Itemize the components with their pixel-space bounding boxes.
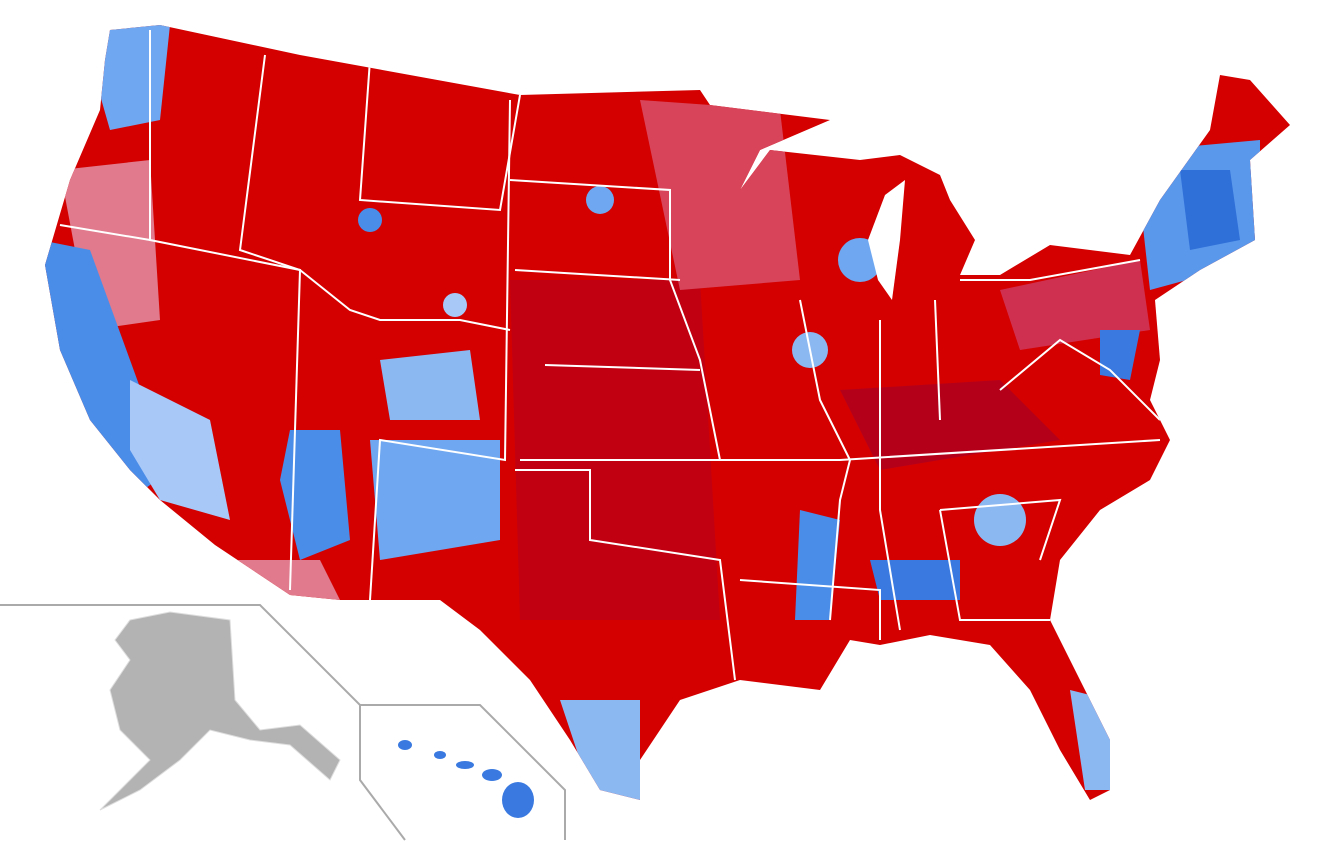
state-border <box>934 299 941 421</box>
carolina-blue <box>974 494 1026 546</box>
state-border <box>879 320 901 631</box>
pennsylvania-region <box>1000 260 1150 350</box>
state-border <box>939 498 1062 561</box>
hawaii-island <box>456 761 474 769</box>
state-border <box>799 299 852 621</box>
state-border <box>720 439 1161 461</box>
state-border <box>515 469 736 681</box>
california-inland <box>130 380 230 520</box>
maryland <box>1100 330 1140 380</box>
state-border <box>960 259 1141 281</box>
arizona-east <box>280 430 350 560</box>
state-border <box>544 364 701 371</box>
lake-michigan <box>868 180 905 300</box>
alaska <box>99 611 341 811</box>
state-border <box>939 509 1050 621</box>
hawaii-island <box>482 769 502 781</box>
appalachia-region <box>840 380 1060 470</box>
colorado-west <box>380 350 480 420</box>
utah-blue <box>443 293 467 317</box>
wyoming-blue <box>358 208 382 232</box>
state-border <box>999 338 1161 421</box>
mississippi-delta <box>795 510 840 620</box>
upper-midwest-region <box>640 100 800 290</box>
black-belt <box>870 560 960 600</box>
state-border <box>149 30 302 591</box>
south-texas <box>560 700 640 800</box>
hawaii <box>398 740 534 818</box>
state-border <box>509 179 722 461</box>
hawaii-island <box>434 751 446 759</box>
inset-border <box>359 705 406 841</box>
inset-border <box>0 604 566 840</box>
dakota-blue <box>586 186 614 214</box>
state-border <box>739 579 881 640</box>
hawaii-island <box>398 740 412 750</box>
state-border <box>514 269 681 281</box>
state-border <box>59 224 151 241</box>
state-border <box>238 54 511 331</box>
massachusetts <box>1180 170 1240 250</box>
arizona-south-region <box>180 560 340 600</box>
state-border <box>369 99 511 601</box>
hawaii-island <box>502 782 534 818</box>
new-mexico <box>370 440 500 560</box>
